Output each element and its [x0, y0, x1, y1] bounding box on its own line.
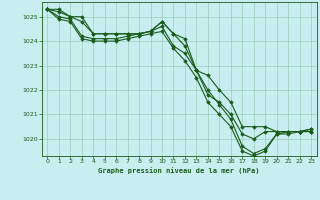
X-axis label: Graphe pression niveau de la mer (hPa): Graphe pression niveau de la mer (hPa) — [99, 167, 260, 174]
